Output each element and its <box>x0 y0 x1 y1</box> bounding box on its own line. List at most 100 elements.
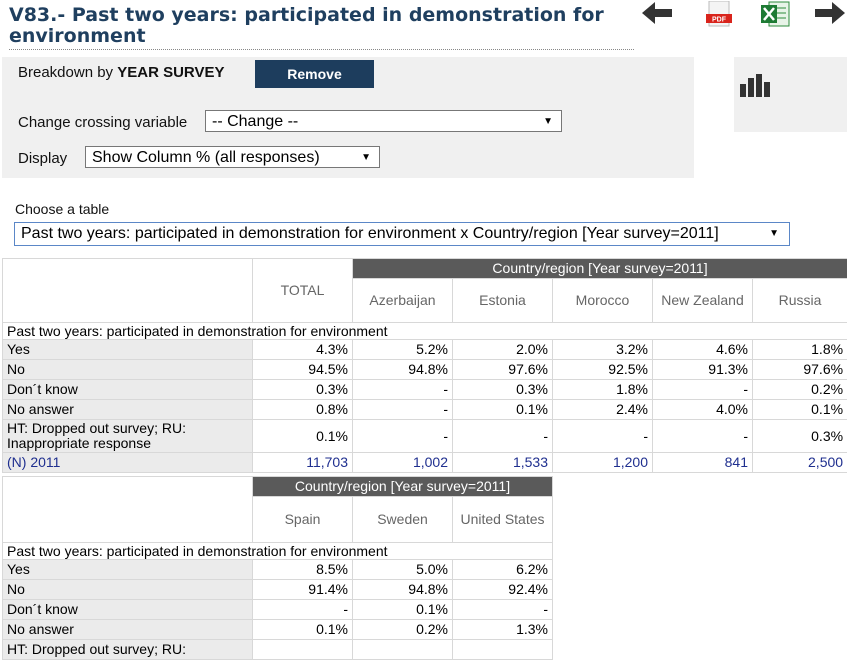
cell-value: 4.3% <box>253 340 353 360</box>
table-row: Yes 8.5% 5.0% 6.2% <box>3 560 553 580</box>
section-label: Past two years: participated in demonstr… <box>3 543 553 560</box>
cell-value: 4.0% <box>653 400 753 420</box>
cell-value <box>353 640 453 660</box>
dropdown-arrow-icon: ▼ <box>543 111 553 133</box>
cell-value: 91.3% <box>653 360 753 380</box>
cell-value: 11,703 <box>253 453 353 473</box>
column-header: United States <box>453 497 553 543</box>
cell-value: - <box>553 420 653 453</box>
cell-value: 0.3% <box>253 380 353 400</box>
cell-value: 97.6% <box>453 360 553 380</box>
row-label: HT: Dropped out survey; RU: <box>3 640 253 660</box>
country-group-header: Country/region [Year survey=2011] <box>353 259 847 279</box>
cell-value: 3.2% <box>553 340 653 360</box>
column-header: New Zealand <box>653 279 753 323</box>
total-header: TOTAL <box>253 259 353 323</box>
row-label: Don´t know <box>3 380 253 400</box>
arrow-right-icon[interactable] <box>813 2 845 29</box>
crosstab-table-2: Country/region [Year survey=2011] Spain … <box>2 476 553 660</box>
column-header: Azerbaijan <box>353 279 453 323</box>
breakdown-label: Breakdown by YEAR SURVEY <box>18 64 225 81</box>
row-label: No answer <box>3 400 253 420</box>
cell-value: 0.3% <box>753 420 847 453</box>
crossing-variable-label: Change crossing variable <box>18 114 187 131</box>
cell-value: 97.6% <box>753 360 847 380</box>
table-row: Don´t know 0.3% - 0.3% 1.8% - 0.2% <box>3 380 847 400</box>
cell-value: 5.2% <box>353 340 453 360</box>
bar-chart-icon <box>739 72 771 103</box>
cell-value: 0.2% <box>353 620 453 640</box>
cell-value: 0.1% <box>353 600 453 620</box>
cell-value: - <box>653 380 753 400</box>
cell-value: 0.3% <box>453 380 553 400</box>
country-group-header: Country/region [Year survey=2011] <box>253 477 553 497</box>
table-row: Don´t know - 0.1% - <box>3 600 553 620</box>
cell-value: - <box>453 600 553 620</box>
cell-value: - <box>253 600 353 620</box>
cell-value: 2,500 <box>753 453 847 473</box>
choose-table-label: Choose a table <box>15 201 109 217</box>
cell-value: 0.1% <box>753 400 847 420</box>
cell-value: 94.5% <box>253 360 353 380</box>
header-blank-cell <box>3 477 253 543</box>
table-row: No 94.5% 94.8% 97.6% 92.5% 91.3% 97.6% <box>3 360 847 380</box>
cell-value: 1,200 <box>553 453 653 473</box>
cell-value: - <box>453 420 553 453</box>
cell-value: 1.8% <box>753 340 847 360</box>
pdf-icon[interactable]: PDF <box>706 1 734 32</box>
cell-value: 0.2% <box>753 380 847 400</box>
cell-value: - <box>653 420 753 453</box>
cell-value: 2.0% <box>453 340 553 360</box>
cell-value: 92.4% <box>453 580 553 600</box>
table-row: No answer 0.1% 0.2% 1.3% <box>3 620 553 640</box>
arrow-left-icon[interactable] <box>642 2 674 29</box>
cell-value: 0.1% <box>253 420 353 453</box>
table-row: No answer 0.8% - 0.1% 2.4% 4.0% 0.1% <box>3 400 847 420</box>
cell-value: 8.5% <box>253 560 353 580</box>
cell-value: 2.4% <box>553 400 653 420</box>
cell-value <box>253 640 353 660</box>
cell-value: 4.6% <box>653 340 753 360</box>
chart-button[interactable] <box>734 57 847 132</box>
row-label: Yes <box>3 340 253 360</box>
cell-value: 841 <box>653 453 753 473</box>
remove-button[interactable]: Remove <box>255 60 374 88</box>
dropdown-arrow-icon: ▼ <box>769 223 779 245</box>
table-row: Yes 4.3% 5.2% 2.0% 3.2% 4.6% 1.8% <box>3 340 847 360</box>
row-label: No answer <box>3 620 253 640</box>
column-header: Sweden <box>353 497 453 543</box>
cell-value: - <box>353 380 453 400</box>
table-row: HT: Dropped out survey; RU: <box>3 640 553 660</box>
svg-text:PDF: PDF <box>712 17 727 24</box>
cell-value: 6.2% <box>453 560 553 580</box>
header-blank-cell <box>3 259 253 323</box>
excel-icon[interactable] <box>761 0 791 33</box>
table-row: No 91.4% 94.8% 92.4% <box>3 580 553 600</box>
cell-value: 1.8% <box>553 380 653 400</box>
table-select[interactable]: Past two years: participated in demonstr… <box>14 222 790 246</box>
column-header: Estonia <box>453 279 553 323</box>
cell-value: 1,002 <box>353 453 453 473</box>
row-label: (N) 2011 <box>3 453 253 473</box>
cell-value: 92.5% <box>553 360 653 380</box>
cell-value: 94.8% <box>353 360 453 380</box>
cell-value: - <box>353 420 453 453</box>
crossing-variable-select[interactable]: -- Change --▼ <box>205 110 562 132</box>
export-toolbar: PDF <box>640 0 847 30</box>
display-select[interactable]: Show Column % (all responses)▼ <box>85 146 380 168</box>
column-header: Spain <box>253 497 353 543</box>
cell-value: 1.3% <box>453 620 553 640</box>
row-label: No <box>3 360 253 380</box>
row-label: HT: Dropped out survey; RU: Inappropriat… <box>3 420 253 453</box>
cell-value: 91.4% <box>253 580 353 600</box>
cell-value: 0.1% <box>253 620 353 640</box>
cell-value: 94.8% <box>353 580 453 600</box>
column-header: Morocco <box>553 279 653 323</box>
cell-value: 1,533 <box>453 453 553 473</box>
cell-value: 0.1% <box>453 400 553 420</box>
dropdown-arrow-icon: ▼ <box>361 147 371 169</box>
row-label: Don´t know <box>3 600 253 620</box>
n-row: (N) 2011 11,703 1,002 1,533 1,200 841 2,… <box>3 453 847 473</box>
row-label: No <box>3 580 253 600</box>
cell-value: 0.8% <box>253 400 353 420</box>
